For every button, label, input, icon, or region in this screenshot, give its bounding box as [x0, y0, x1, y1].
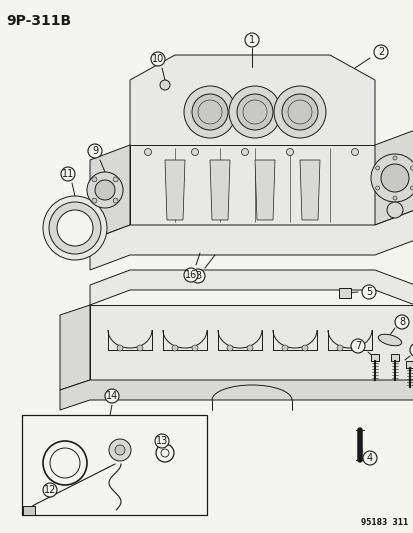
Text: 95183  311: 95183 311	[360, 518, 407, 527]
Text: 14: 14	[106, 391, 118, 401]
Circle shape	[192, 94, 228, 130]
FancyBboxPatch shape	[338, 288, 350, 298]
Circle shape	[356, 345, 362, 351]
Polygon shape	[130, 55, 374, 170]
Circle shape	[113, 198, 118, 203]
Circle shape	[370, 154, 413, 202]
Circle shape	[380, 164, 408, 192]
Circle shape	[92, 177, 97, 182]
Circle shape	[228, 86, 280, 138]
Circle shape	[375, 166, 379, 170]
Circle shape	[49, 202, 101, 254]
Circle shape	[117, 345, 123, 351]
FancyBboxPatch shape	[22, 415, 206, 515]
Circle shape	[115, 445, 125, 455]
Polygon shape	[90, 145, 130, 240]
Circle shape	[57, 210, 93, 246]
Text: 1: 1	[248, 35, 254, 45]
Circle shape	[88, 144, 102, 158]
Circle shape	[392, 196, 396, 200]
Circle shape	[137, 345, 142, 351]
Circle shape	[273, 86, 325, 138]
Circle shape	[109, 439, 131, 461]
Polygon shape	[165, 160, 185, 220]
Circle shape	[144, 149, 151, 156]
Circle shape	[226, 345, 233, 351]
Circle shape	[43, 483, 57, 497]
Circle shape	[247, 345, 252, 351]
Polygon shape	[374, 130, 413, 225]
Circle shape	[394, 315, 408, 329]
Text: 3: 3	[195, 271, 201, 281]
Circle shape	[409, 186, 413, 190]
Text: 8: 8	[398, 317, 404, 327]
Circle shape	[336, 345, 342, 351]
Polygon shape	[209, 160, 230, 220]
Circle shape	[92, 198, 97, 203]
FancyBboxPatch shape	[370, 354, 378, 361]
Circle shape	[191, 149, 198, 156]
Text: 7: 7	[354, 341, 360, 351]
Text: 4: 4	[366, 453, 372, 463]
Text: 12: 12	[44, 485, 56, 495]
Polygon shape	[60, 380, 413, 410]
Text: 10: 10	[152, 54, 164, 64]
Polygon shape	[90, 305, 413, 380]
Circle shape	[409, 343, 413, 357]
Polygon shape	[90, 270, 413, 305]
Circle shape	[183, 268, 197, 282]
Polygon shape	[130, 145, 374, 225]
Circle shape	[409, 166, 413, 170]
Circle shape	[171, 345, 178, 351]
Circle shape	[183, 86, 235, 138]
Circle shape	[159, 80, 170, 90]
Circle shape	[351, 149, 358, 156]
Circle shape	[375, 186, 379, 190]
Circle shape	[386, 202, 402, 218]
Circle shape	[154, 434, 169, 448]
Circle shape	[281, 94, 317, 130]
Text: 2: 2	[377, 47, 383, 57]
Circle shape	[373, 45, 387, 59]
Polygon shape	[254, 160, 274, 220]
Text: 13: 13	[156, 436, 168, 446]
Circle shape	[362, 451, 376, 465]
Circle shape	[87, 172, 123, 208]
Polygon shape	[299, 160, 319, 220]
Circle shape	[350, 339, 364, 353]
FancyBboxPatch shape	[390, 354, 398, 361]
Circle shape	[286, 149, 293, 156]
Polygon shape	[90, 210, 413, 270]
Circle shape	[151, 52, 165, 66]
FancyBboxPatch shape	[405, 361, 413, 368]
Circle shape	[392, 156, 396, 160]
Circle shape	[361, 285, 375, 299]
Text: 11: 11	[62, 169, 74, 179]
Circle shape	[113, 177, 118, 182]
Text: 9P-311B: 9P-311B	[6, 14, 71, 28]
Text: 16: 16	[185, 270, 197, 280]
Ellipse shape	[377, 334, 401, 346]
Circle shape	[105, 389, 119, 403]
Polygon shape	[60, 305, 90, 390]
Circle shape	[236, 94, 272, 130]
Circle shape	[281, 345, 287, 351]
Text: 9: 9	[92, 146, 98, 156]
Circle shape	[241, 149, 248, 156]
Circle shape	[95, 180, 115, 200]
Circle shape	[190, 269, 204, 283]
Circle shape	[244, 33, 259, 47]
Circle shape	[43, 196, 107, 260]
Circle shape	[61, 167, 75, 181]
Circle shape	[192, 345, 197, 351]
Text: 5: 5	[365, 287, 371, 297]
FancyBboxPatch shape	[23, 506, 35, 515]
Circle shape	[301, 345, 307, 351]
